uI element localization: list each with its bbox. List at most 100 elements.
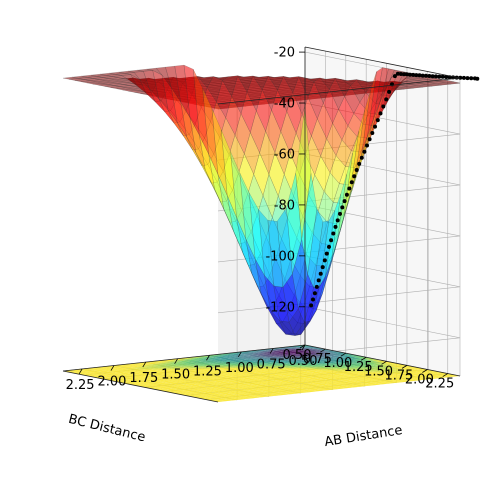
contour-cell xyxy=(322,371,335,374)
contour-cell xyxy=(134,362,146,365)
contour-cell xyxy=(255,384,267,387)
contour-cell xyxy=(211,378,224,380)
contour-cell xyxy=(274,384,286,386)
contour-cell xyxy=(282,370,295,373)
contour-cell xyxy=(332,369,344,371)
contour-cell xyxy=(289,358,301,361)
contour-cell xyxy=(237,392,250,394)
trajectory-point xyxy=(475,76,480,81)
contour-cell xyxy=(434,376,446,379)
contour-cell xyxy=(210,390,222,393)
contour-cell xyxy=(320,369,333,371)
contour-cell xyxy=(216,379,228,381)
contour-cell xyxy=(374,364,387,367)
contour-cell xyxy=(363,364,375,367)
contour-cell xyxy=(208,388,220,390)
contour-cell xyxy=(232,360,245,363)
contour-cell xyxy=(282,359,294,361)
contour-cell xyxy=(237,361,249,363)
x-tick-mark xyxy=(206,355,210,361)
contour-cell xyxy=(341,366,354,369)
contour-cell xyxy=(329,355,341,358)
contour-cell xyxy=(191,391,203,394)
contour-cell xyxy=(366,378,378,380)
contour-cell xyxy=(141,361,153,364)
contour-cell xyxy=(191,371,204,374)
contour-cell xyxy=(335,363,347,366)
contour-cell xyxy=(389,378,402,381)
contour-cell xyxy=(331,358,343,360)
contour-cell xyxy=(201,365,214,367)
contour-cell xyxy=(314,361,327,364)
contour-cell xyxy=(136,380,149,383)
contour-cell xyxy=(287,391,299,393)
contour-cell xyxy=(230,362,242,364)
trajectory-point xyxy=(349,180,354,185)
contour-cell xyxy=(225,365,237,368)
contour-cell xyxy=(195,377,208,379)
y-tick-mark xyxy=(442,373,448,377)
contour-cell xyxy=(294,370,307,373)
contour-cell xyxy=(148,376,161,379)
contour-cell xyxy=(161,387,173,390)
contour-cell xyxy=(340,355,353,358)
contour-cell xyxy=(296,353,309,356)
contour-cell xyxy=(320,384,333,387)
contour-cell xyxy=(312,378,324,381)
contour-cell xyxy=(223,374,236,376)
contour-cell xyxy=(159,365,172,368)
contour-cell xyxy=(423,372,435,374)
contour-cell xyxy=(124,380,137,383)
contour-cell xyxy=(216,398,228,401)
contour-cell xyxy=(270,354,283,357)
contour-cell xyxy=(214,391,227,394)
y-tick-label: 1.50 xyxy=(364,364,393,379)
contour-cell xyxy=(261,357,273,359)
contour-cell xyxy=(267,365,279,367)
contour-cell xyxy=(312,358,325,361)
axis-edge xyxy=(62,370,219,403)
contour-cell xyxy=(386,380,399,382)
contour-cell xyxy=(337,361,350,364)
contour-cell xyxy=(178,364,190,367)
contour-cell xyxy=(340,379,352,382)
contour-cell xyxy=(284,377,296,379)
contour-cell xyxy=(271,370,283,372)
contour-cell xyxy=(120,375,133,377)
contour-cell xyxy=(214,356,227,359)
contour-cell xyxy=(221,371,234,374)
contour-cell xyxy=(323,378,336,381)
contour-cell xyxy=(131,379,144,382)
contour-cell xyxy=(369,368,382,370)
contour-cell xyxy=(401,378,413,381)
contour-cell xyxy=(171,365,183,368)
trajectory-point xyxy=(370,131,375,135)
contour-cell xyxy=(223,397,235,400)
contour-cell xyxy=(284,361,296,364)
contour-cell xyxy=(354,373,367,376)
contour-cell xyxy=(170,374,182,376)
contour-cell xyxy=(294,386,307,388)
contour-cell xyxy=(286,375,299,378)
contour-cell xyxy=(107,368,120,370)
contour-cell xyxy=(129,381,142,383)
x-tick-label: 2.00 xyxy=(97,375,126,390)
contour-cell xyxy=(168,371,180,374)
contour-cell xyxy=(168,386,181,389)
contour-cell xyxy=(307,362,319,364)
contour-cell xyxy=(384,377,397,380)
trajectory-point xyxy=(327,244,331,249)
contour-cell xyxy=(382,379,394,382)
contour-cell xyxy=(184,368,197,370)
trajectory-point xyxy=(333,224,338,229)
contour-cell xyxy=(193,374,206,377)
contour-cell xyxy=(191,356,203,359)
contour-cell xyxy=(243,388,255,391)
contour-cell xyxy=(277,358,290,361)
contour-cell xyxy=(148,361,161,363)
contour-cell xyxy=(239,359,252,362)
contour-cell xyxy=(161,368,174,370)
contour-cell xyxy=(418,371,431,373)
contour-cell xyxy=(100,373,112,375)
contour-cell xyxy=(156,386,169,389)
